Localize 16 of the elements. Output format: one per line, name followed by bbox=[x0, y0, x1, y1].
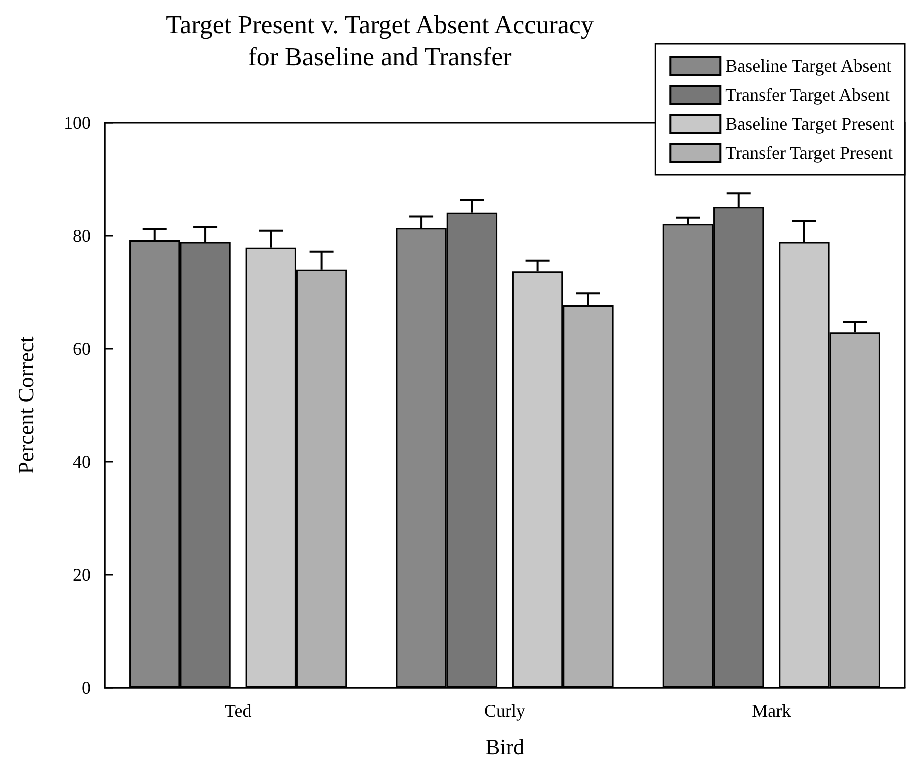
legend-label: Transfer Target Absent bbox=[726, 85, 890, 105]
x-tick-label: Curly bbox=[484, 701, 526, 721]
x-tick-label: Ted bbox=[224, 701, 252, 721]
y-axis-title: Percent Correct bbox=[14, 336, 38, 474]
legend-label: Transfer Target Present bbox=[726, 143, 894, 163]
x-tick-label: Mark bbox=[752, 701, 792, 721]
y-tick-label: 40 bbox=[73, 452, 91, 472]
y-tick-label: 80 bbox=[73, 226, 91, 246]
x-axis-title: Bird bbox=[485, 734, 525, 760]
y-tick-label: 100 bbox=[64, 113, 91, 133]
y-tick-label: 0 bbox=[82, 678, 91, 698]
y-tick-label: 20 bbox=[73, 565, 91, 585]
y-tick-label: 60 bbox=[73, 339, 91, 359]
chart-title: Target Present v. Target Absent Accuracy for Baseline and Transfer bbox=[166, 10, 594, 72]
legend-label: Baseline Target Absent bbox=[726, 56, 892, 76]
legend-label: Baseline Target Present bbox=[726, 114, 895, 134]
